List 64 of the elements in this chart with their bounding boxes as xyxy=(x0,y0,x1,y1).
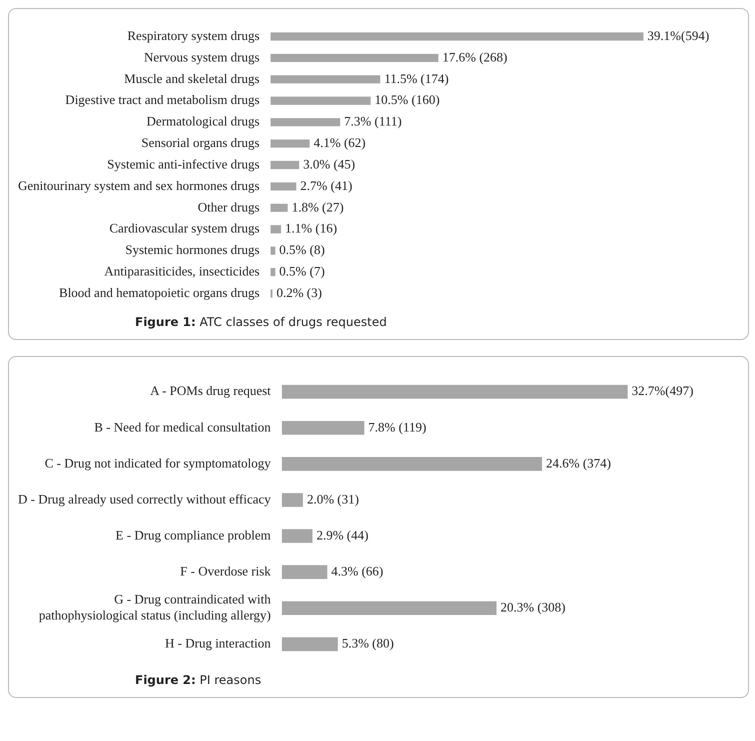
bar xyxy=(282,493,303,507)
y-tick-label: E - Drug compliance problem xyxy=(116,527,271,542)
data-label: 3.0% (45) xyxy=(303,156,356,172)
y-tick-label: Genitourinary system and sex hormones drugs xyxy=(18,178,260,193)
y-tick-label: D - Drug already used correctly without efficacy xyxy=(18,491,272,506)
data-label: 20.3% (308) xyxy=(500,600,566,615)
bar xyxy=(270,160,300,170)
bar xyxy=(270,268,276,276)
y-tick-label: Cardiovascular system drugs xyxy=(109,220,260,236)
data-label: 7.3% (111) xyxy=(344,114,402,129)
data-label: 17.6% (268) xyxy=(442,49,508,64)
data-label: 2.0% (31) xyxy=(306,491,359,506)
y-tick-label: Systemic hormones drugs xyxy=(125,242,260,258)
bar xyxy=(270,182,296,191)
y-tick-label: Dermatological drugs xyxy=(146,114,260,129)
y-tick-label: Digestive tract and metabolism drugs xyxy=(65,92,260,108)
bar xyxy=(282,601,497,616)
data-label: 2.9% (44) xyxy=(316,527,368,542)
y-tick-label: Other drugs xyxy=(198,199,260,214)
y-tick-label: Muscle and skeletal drugs xyxy=(124,70,260,86)
y-tick-label: C - Drug not indicated for symptomatology xyxy=(44,455,272,470)
y-tick-label: A - POMs drug request xyxy=(150,383,272,398)
data-label: 0.2% (3) xyxy=(276,284,322,300)
bar xyxy=(282,529,312,543)
bar xyxy=(282,565,328,579)
data-label: 11.5% (174) xyxy=(384,70,449,86)
caption: Figure 1: ATC classes of drugs requested xyxy=(135,315,387,329)
y-tick-label: G - Drug contraindicated with pathophysiological status (including allergy) xyxy=(38,592,272,622)
bar xyxy=(282,457,542,471)
data-label: 39.1%(594) xyxy=(647,28,710,43)
data-label: 7.8% (119) xyxy=(368,419,426,434)
bar xyxy=(270,204,288,212)
y-tick-label: F - Overdose risk xyxy=(180,563,272,578)
bar xyxy=(270,75,380,84)
y-tick-label: Blood and hematopoietic organs drugs xyxy=(59,284,260,300)
y-tick-label: Respiratory system drugs xyxy=(127,28,260,43)
data-label: 4.1% (62) xyxy=(314,135,366,150)
data-label: 10.5% (160) xyxy=(374,92,440,108)
data-label: 1.8% (27) xyxy=(292,199,344,214)
y-tick-label: B - Need for medical consultation xyxy=(94,419,272,434)
y-tick-label: Systemic anti-infective drugs xyxy=(107,156,260,172)
y-tick-label: Antiparasiticides, insecticides xyxy=(104,264,260,278)
bar xyxy=(270,139,310,148)
y-tick-label: Nervous system drugs xyxy=(144,49,260,64)
data-label: 2.7% (41) xyxy=(300,178,352,193)
y-tick-label: H - Drug interaction xyxy=(165,636,272,651)
bar xyxy=(282,420,364,435)
data-label: 0.5% (7) xyxy=(279,264,325,278)
bar xyxy=(270,118,340,126)
data-label: 32.7%(497) xyxy=(632,383,694,398)
y-tick-label: Sensorial organs drugs xyxy=(141,135,260,150)
data-label: 1.1% (16) xyxy=(285,220,338,236)
data-label: 4.3% (66) xyxy=(331,563,384,578)
bar xyxy=(270,32,644,41)
bar xyxy=(282,384,628,399)
caption: Figure 2: PI reasons xyxy=(135,673,262,687)
bar xyxy=(270,225,282,234)
data-label: 5.3% (80) xyxy=(342,636,394,651)
bar xyxy=(270,96,371,105)
bar xyxy=(270,54,438,62)
data-label: 24.6% (374) xyxy=(546,455,611,470)
bar xyxy=(270,246,276,255)
data-label: 0.5% (8) xyxy=(279,242,325,258)
bar xyxy=(282,637,338,652)
